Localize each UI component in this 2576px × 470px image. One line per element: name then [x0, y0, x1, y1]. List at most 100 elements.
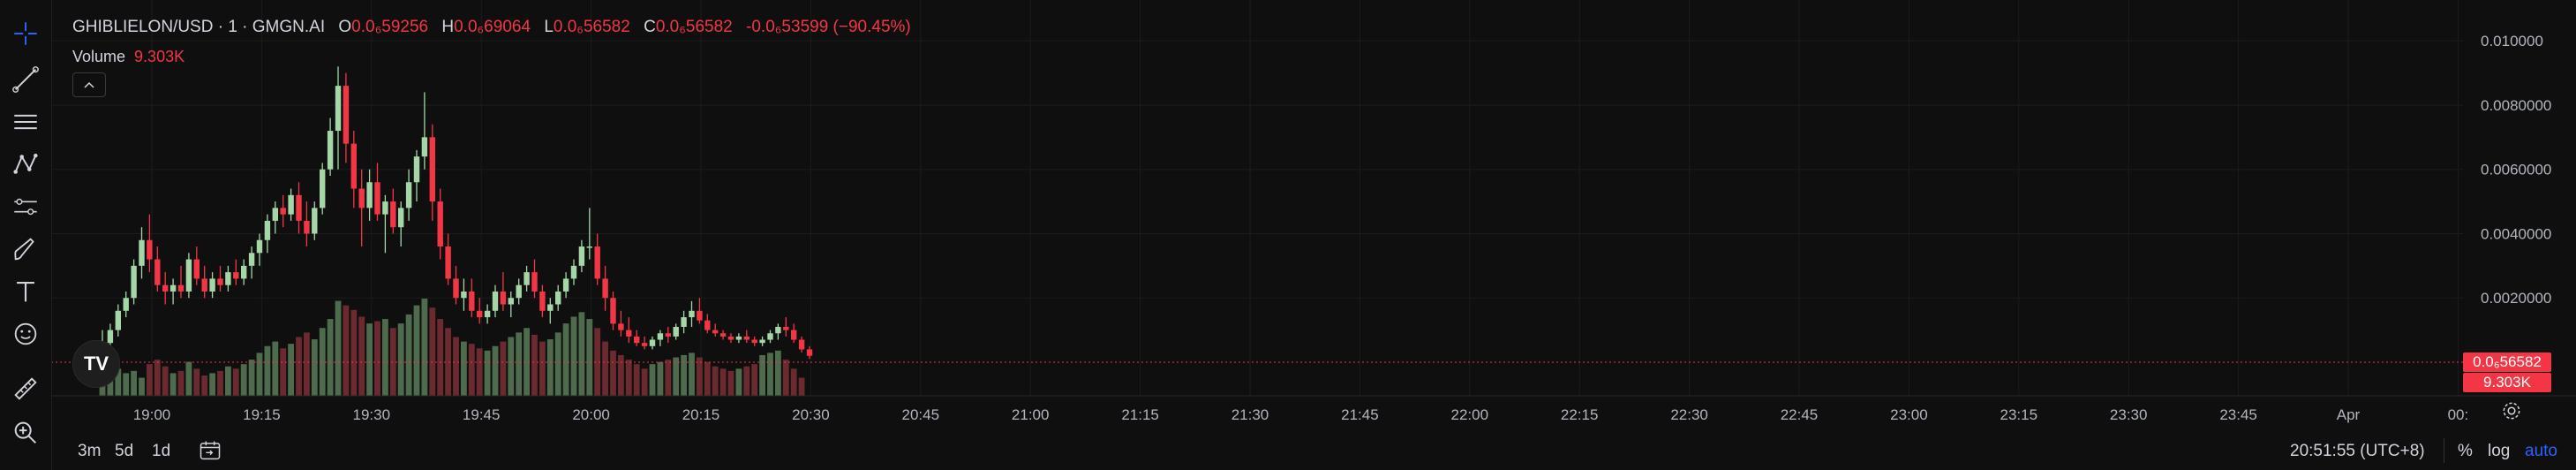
candle-body [547, 304, 554, 311]
brush-icon [14, 238, 34, 261]
x-tick-label: 20:00 [572, 406, 610, 423]
volume-bar [139, 377, 145, 396]
volume-bar [704, 361, 711, 396]
candle-body [139, 239, 145, 266]
volume-bar [546, 339, 554, 396]
candle-body [586, 246, 592, 248]
zoom-in-tool[interactable] [8, 415, 43, 451]
volume-bar [484, 350, 491, 396]
volume-bar [374, 321, 380, 396]
candle-body [405, 182, 412, 208]
volume-bar [602, 341, 608, 396]
open-value: 0.0₆59256 [351, 18, 429, 36]
emoji-tool[interactable] [8, 316, 43, 352]
x-tick-label: 23:15 [2000, 406, 2038, 423]
auto-toggle[interactable]: auto [2525, 442, 2557, 460]
volume-bar [767, 352, 773, 396]
volume-bar [311, 339, 318, 396]
candle-body [743, 336, 749, 340]
candle-body [453, 278, 459, 299]
calendar-icon[interactable] [198, 438, 222, 463]
candle-body [335, 86, 342, 132]
volume-bar [240, 364, 247, 396]
volume-bar [508, 337, 515, 396]
candle-body [500, 291, 507, 305]
chart-grid [51, 0, 2463, 396]
collapse-legend-button[interactable] [72, 72, 106, 97]
volume-bar [562, 323, 569, 396]
candle-body [123, 298, 129, 311]
symbol-title[interactable]: GHIBLIELON/USD · 1 · GMGN.AI [72, 18, 326, 36]
volume-bar [429, 307, 436, 396]
text-tool[interactable] [8, 274, 43, 309]
volume-bar [712, 366, 719, 396]
tradingview-logo[interactable]: TV [72, 340, 120, 388]
percent-toggle[interactable]: % [2458, 442, 2473, 460]
volume-bar [366, 323, 373, 396]
candle-body [759, 339, 765, 344]
volume-bar [649, 364, 656, 396]
pattern-tool[interactable] [8, 147, 43, 182]
volume-bar [327, 319, 334, 396]
bottom-bar: 3m 5d 1d 20:51:55 (UTC+8) % log auto [51, 431, 2576, 470]
volume-bar [248, 360, 255, 396]
candle-body [107, 330, 114, 344]
candle-body [445, 246, 451, 279]
crosshair-tool[interactable] [8, 16, 43, 51]
candle-body [562, 278, 569, 292]
candle-body [193, 259, 200, 279]
candle-body [296, 194, 302, 221]
x-tick-label: 22:30 [1670, 406, 1708, 423]
horizontal-lines-tool[interactable] [8, 104, 43, 140]
candle-body [312, 208, 318, 234]
candle-body [115, 310, 121, 330]
candle-body [783, 326, 789, 330]
candle-body [798, 339, 805, 350]
clock[interactable]: 20:51:55 (UTC+8) [2290, 442, 2425, 460]
settings-gear-icon[interactable] [2500, 399, 2523, 422]
candle-body [461, 291, 467, 299]
range-5d-button[interactable]: 5d [115, 442, 134, 460]
x-tick-label: 21:00 [1012, 406, 1050, 423]
candle-body [358, 188, 365, 208]
range-1d-button[interactable]: 1d [152, 442, 171, 460]
forecast-tool[interactable] [8, 189, 43, 224]
volume-bar [256, 352, 263, 396]
brush-tool[interactable] [8, 231, 43, 267]
candle-body [657, 333, 664, 340]
range-3m-button[interactable]: 3m [78, 442, 102, 460]
y-tick-label: 0.0060000 [2481, 162, 2551, 178]
volume-legend: Volume 9.303K [72, 48, 185, 66]
log-toggle[interactable]: log [2488, 442, 2511, 460]
volume-bar [445, 328, 451, 396]
volume-bar [657, 361, 664, 396]
candle-body [233, 272, 239, 279]
candle-body [131, 265, 137, 299]
volume-bars [99, 299, 805, 396]
trend-line-tool[interactable] [8, 62, 43, 97]
volume-bar [382, 319, 388, 396]
volume-bar [625, 360, 632, 396]
volume-bar [570, 316, 577, 396]
change-value: -0.0₆53599 (−90.45%) [746, 18, 911, 36]
x-tick-label: 23:45 [2219, 406, 2257, 423]
candle-body [209, 278, 215, 292]
candlesticks [99, 66, 813, 362]
ruler-tool[interactable] [8, 371, 43, 406]
candle-body [523, 272, 530, 285]
volume-bar [123, 373, 130, 396]
volume-bar [232, 368, 239, 396]
x-tick-label: 20:45 [902, 406, 940, 423]
x-tick-label: 21:45 [1341, 406, 1379, 423]
candle-body [767, 333, 773, 340]
candle-body [791, 330, 797, 340]
candle-body [185, 259, 192, 292]
x-tick-label: 22:15 [1561, 406, 1599, 423]
volume-bar [689, 352, 695, 396]
volume-bar [154, 360, 161, 396]
volume-label[interactable]: Volume [72, 48, 126, 65]
low-label: L [544, 18, 554, 36]
volume-bar [201, 375, 208, 396]
candle-body [320, 169, 326, 208]
